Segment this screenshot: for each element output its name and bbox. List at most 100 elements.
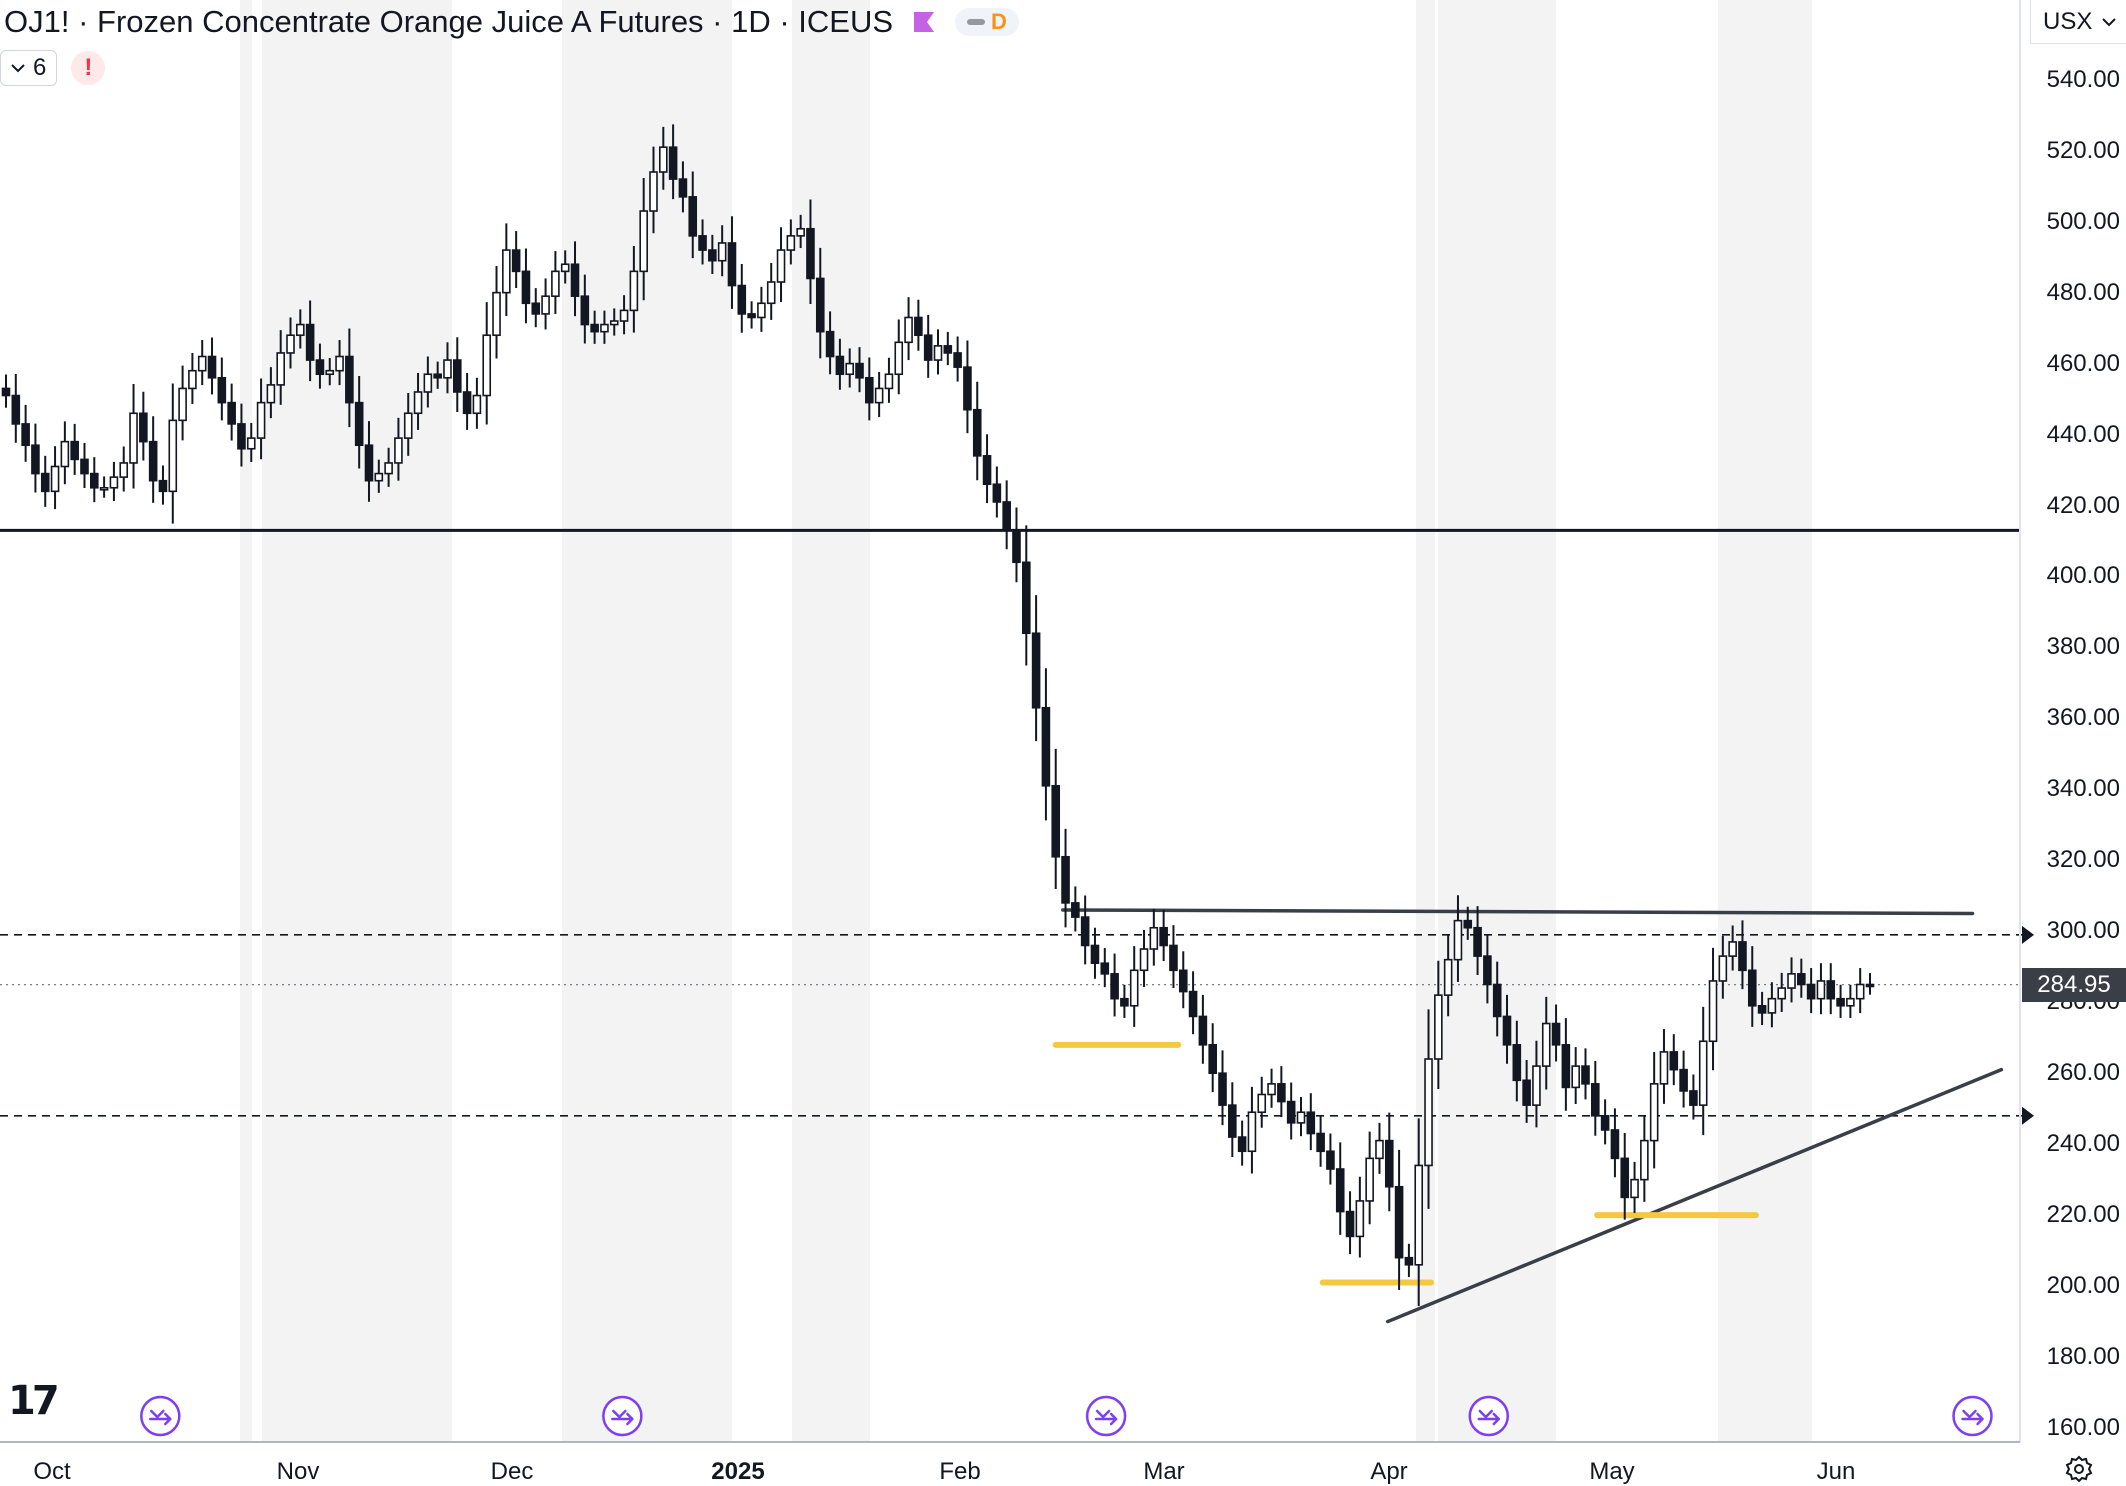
arrow-circle-event-icon [602, 1395, 643, 1437]
candle-body [698, 235, 707, 251]
event-arrow [1477, 1409, 1501, 1426]
candle-body [1502, 1015, 1512, 1046]
candle-body [403, 412, 413, 439]
candle-body [1120, 997, 1129, 1007]
price-tick-label: 460.00 [2046, 349, 2120, 377]
candle-body [1689, 1090, 1698, 1106]
candle-body [188, 369, 197, 390]
candle-body [708, 249, 717, 262]
candle-body [374, 472, 384, 482]
candle-body [109, 476, 119, 489]
candle-body [1806, 983, 1816, 1000]
candle-body [1365, 1157, 1374, 1202]
price-tick-label: 200.00 [2046, 1272, 2120, 1300]
candle-body [1797, 973, 1806, 986]
candle-body [688, 196, 698, 237]
price-tick-label: 440.00 [2046, 420, 2120, 448]
candle-body [1326, 1150, 1335, 1170]
last-price-label: 284.95 [2022, 968, 2126, 1002]
candle-body [1591, 1083, 1600, 1117]
candle-body [629, 270, 639, 312]
candle-body [413, 391, 423, 415]
time-tick-label: 2025 [711, 1458, 765, 1485]
candle-body [256, 401, 266, 439]
ascending-trend-line [1385, 1067, 2004, 1324]
candle-body [1159, 926, 1168, 947]
flag-icon[interactable] [911, 9, 937, 35]
candle-body [1443, 958, 1453, 996]
candle-body [815, 277, 825, 333]
candle-body [1296, 1111, 1306, 1124]
price-tick-label: 220.00 [2046, 1201, 2120, 1229]
candle-body [394, 437, 403, 464]
session-band [240, 0, 252, 1442]
candle-body [776, 249, 786, 283]
minus-icon [967, 19, 986, 25]
candle-body [796, 227, 805, 237]
price-tick-label: 260.00 [2046, 1059, 2120, 1087]
interval-pill[interactable]: D [955, 8, 1019, 36]
candle-body [992, 483, 1002, 503]
candle-body [40, 472, 50, 493]
candle-body [99, 486, 109, 491]
candle-body [1404, 1256, 1414, 1266]
candle-body [246, 437, 256, 450]
candle-body [1149, 926, 1159, 950]
indicator-count: 6 [33, 54, 47, 81]
candle-body [1541, 1022, 1551, 1067]
arrow-circle-event-icon [1468, 1395, 1510, 1437]
candle-body [825, 330, 835, 358]
price-tick-label: 180.00 [2046, 1343, 2120, 1371]
candle-body [1600, 1114, 1610, 1131]
candle-body [492, 291, 501, 337]
warning-icon[interactable]: ! [71, 51, 106, 85]
candle-body [1316, 1132, 1325, 1153]
candle-body [1277, 1083, 1286, 1103]
candle-body [452, 359, 462, 393]
candle-body [560, 263, 570, 273]
candle-body [855, 362, 864, 379]
interval-badge: D [991, 9, 1007, 34]
candle-body [1414, 1164, 1424, 1266]
candle-body [747, 313, 756, 319]
candle-body [305, 323, 315, 361]
tradingview-logo-icon[interactable]: 17 [8, 1378, 60, 1424]
candle-body [590, 323, 599, 333]
candle-body [1738, 941, 1747, 972]
candle-body [1139, 948, 1149, 972]
resistance-line [1061, 908, 1975, 916]
candle-body [609, 320, 619, 326]
candle-body [11, 394, 21, 425]
arrow-circle-event-icon [1085, 1395, 1127, 1437]
candle-body [1071, 902, 1080, 918]
session-band [284, 0, 452, 1442]
candle-body [541, 295, 550, 315]
candle-body [659, 146, 668, 173]
candle-body [1237, 1136, 1247, 1153]
chevron-down-icon [2102, 17, 2116, 26]
candle-body [1, 387, 11, 397]
candle-body [570, 263, 580, 297]
settings-gear-icon[interactable] [2064, 1454, 2094, 1484]
price-tick-label: 420.00 [2046, 491, 2120, 519]
candle-body [757, 302, 766, 319]
candle-body [1483, 955, 1492, 986]
candle-body [266, 384, 276, 404]
candle-body [1532, 1065, 1541, 1106]
candle-body [354, 401, 364, 447]
currency-selector[interactable]: USX [2030, 0, 2126, 44]
symbol-title[interactable]: OJ1! · Frozen Concentrate Orange Juice A… [4, 4, 894, 39]
event-arrow [611, 1409, 634, 1426]
candle-body [433, 373, 442, 379]
candle-body [1335, 1168, 1345, 1213]
candle-body [482, 334, 492, 397]
indicators-collapse-button[interactable]: 6 [0, 50, 58, 86]
price-tick-label: 340.00 [2046, 775, 2120, 803]
candle-body [21, 423, 30, 447]
candle-body [1473, 926, 1482, 957]
candle-body [1247, 1111, 1257, 1153]
time-tick-label: Dec [490, 1458, 534, 1485]
candle-body [1021, 561, 1031, 635]
candle-body [1110, 973, 1119, 1000]
